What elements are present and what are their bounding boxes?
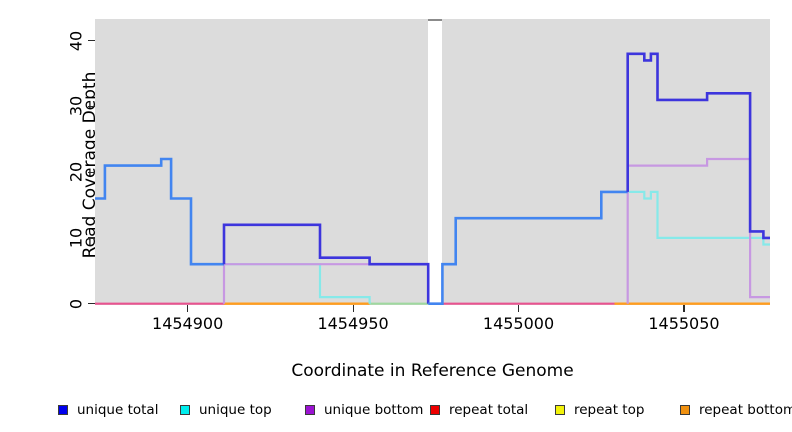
legend: unique total unique top unique bottom repea…: [0, 400, 792, 424]
x-tick-label-1455000: 1455000: [482, 314, 555, 333]
coverage-step-lines: [95, 52, 770, 305]
legend-swatch-unique-top-icon: [180, 405, 190, 415]
legend-item-unique-top: unique top: [180, 402, 272, 418]
x-tick-mark-1454950: [352, 305, 354, 312]
x-tick-mark-1455050: [683, 305, 685, 312]
legend-item-unique-bottom: unique bottom: [305, 402, 423, 418]
legend-label-repeat-bottom: repeat bottom: [699, 402, 792, 418]
masked-gap-cap: [428, 19, 443, 21]
y-tick-label-10: 10: [66, 227, 86, 249]
legend-item-repeat-total: repeat total: [430, 402, 528, 418]
y-tick-mark-0: [88, 303, 95, 305]
plot-panel: [95, 19, 770, 305]
legend-swatch-repeat-total-icon: [430, 405, 440, 415]
masked-gap-band: [428, 19, 443, 305]
legend-label-repeat-top: repeat top: [574, 402, 645, 418]
y-tick-mark-20: [88, 171, 95, 173]
legend-swatch-repeat-top-icon: [555, 405, 565, 415]
y-tick-mark-40: [88, 40, 95, 42]
series-unique-total-dark-left: [222, 223, 430, 304]
x-tick-label-1455050: 1455050: [648, 314, 720, 333]
x-tick-label-1454900: 1454900: [152, 314, 224, 333]
legend-swatch-repeat-bottom-icon: [680, 405, 690, 415]
legend-item-repeat-bottom: repeat bottom: [680, 402, 792, 418]
legend-item-repeat-top: repeat top: [555, 402, 644, 418]
series-unique-top-right: [627, 190, 770, 246]
legend-swatch-unique-total-icon: [58, 405, 68, 415]
y-tick-label-30: 30: [66, 96, 86, 117]
legend-label-unique-bottom: unique bottom: [324, 402, 424, 418]
series-unique-bottom-right: [626, 157, 770, 304]
y-tick-label-20: 20: [66, 162, 86, 183]
series-unique-total-light-left: [95, 157, 224, 266]
y-tick-mark-10: [88, 237, 95, 239]
legend-label-repeat-total: repeat total: [449, 402, 529, 418]
x-tick-label-1454950: 1454950: [317, 314, 389, 333]
y-tick-label-40: 40: [66, 30, 86, 51]
y-tick-label-0: 0: [66, 298, 86, 309]
x-tick-mark-1455000: [518, 305, 520, 312]
y-tick-mark-30: [88, 105, 95, 108]
series-unique-total-dark-right: [626, 52, 770, 240]
series-unique-top-left: [224, 263, 371, 304]
x-tick-mark-1454900: [187, 305, 189, 312]
legend-label-unique-top: unique top: [199, 402, 272, 418]
legend-label-unique-total: unique total: [77, 402, 159, 418]
x-axis-title: Coordinate in Reference Genome: [291, 361, 574, 381]
legend-item-unique-total: unique total: [58, 402, 158, 418]
legend-swatch-unique-bottom-icon: [305, 405, 315, 415]
series-unique-total-light-right: [428, 190, 628, 305]
